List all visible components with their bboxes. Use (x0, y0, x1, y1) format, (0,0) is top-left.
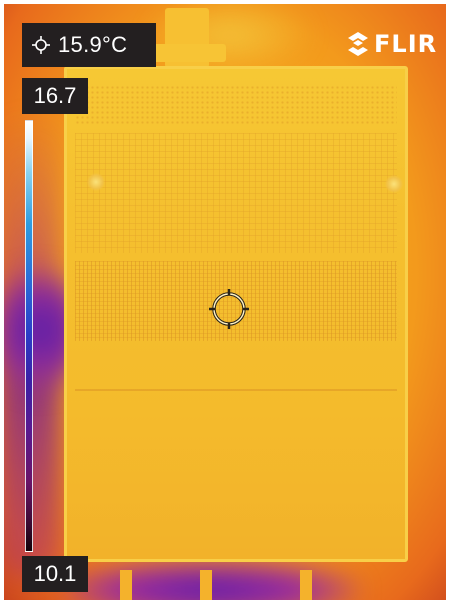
panel-dotted-band (75, 85, 397, 125)
scale-max-label: 16.7 (22, 78, 88, 114)
panel-striped-band (75, 261, 397, 341)
heated-panel (64, 66, 408, 562)
flir-logo: FLIR (346, 30, 437, 58)
panel-divider-line (75, 389, 397, 391)
temperature-color-scale (25, 120, 33, 552)
panel-leg (200, 570, 212, 604)
measurement-crosshair-icon (209, 289, 249, 329)
spot-temperature-value: 15.9°C (58, 32, 128, 57)
spot-temperature-readout: 15.9°C (22, 23, 156, 67)
mounting-bracket-bar (148, 44, 226, 62)
spot-meter-icon (32, 36, 50, 54)
panel-fixing-right (385, 175, 403, 193)
scale-min-label: 10.1 (22, 556, 88, 592)
flir-diamond-logo-icon (348, 32, 368, 56)
panel-fixing-left (87, 173, 105, 191)
panel-grid-band (75, 133, 397, 253)
panel-leg (300, 570, 312, 604)
flir-logo-text: FLIR (374, 30, 438, 58)
panel-leg (120, 570, 132, 604)
